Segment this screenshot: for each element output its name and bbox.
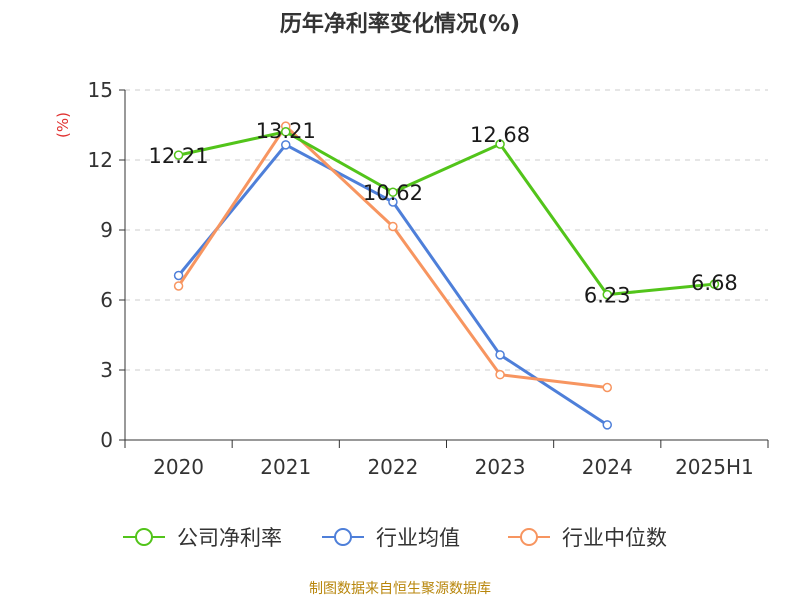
source-note: 制图数据来自恒生聚源数据库	[309, 581, 491, 597]
legend-label: 行业中位数	[562, 526, 667, 550]
legend-marker	[520, 528, 538, 546]
series-layer	[173, 121, 720, 430]
data-label: 6.23	[584, 284, 631, 308]
data-point	[602, 420, 612, 430]
y-tick-label: 0	[100, 428, 113, 452]
data-point	[602, 289, 612, 300]
data-labels: 12.21 13.21 10.62 12.68 6.23 6.68	[149, 119, 738, 308]
y-axis-label: (%)	[54, 112, 72, 138]
data-point	[709, 279, 720, 289]
legend-label: 公司净利率	[177, 526, 282, 550]
data-point	[173, 150, 184, 160]
x-tick-label: 2025H1	[675, 455, 754, 479]
axes: 0 3 6 9 12 15 (%) 2020 2021 2022 2023 2024 2025H1	[54, 78, 769, 479]
legend-item: 行业均值	[322, 526, 460, 550]
legend-marker	[135, 528, 153, 546]
x-tick-label: 2023	[475, 455, 526, 479]
data-label: 10.62	[363, 181, 423, 205]
y-tick-label: 15	[88, 78, 113, 102]
legend-item: 行业中位数	[508, 526, 667, 550]
y-tick-label: 6	[100, 288, 113, 312]
data-point	[495, 350, 505, 360]
data-point	[602, 382, 612, 393]
chart-title: 历年净利率变化情况(%)	[279, 12, 521, 37]
y-tick-label: 12	[88, 148, 113, 172]
x-tick-label: 2021	[260, 455, 311, 479]
data-point	[388, 221, 398, 232]
legend-item: 公司净利率	[123, 526, 282, 550]
series-line	[178, 130, 715, 297]
data-point	[173, 270, 184, 281]
x-tick-label: 2020	[153, 455, 204, 479]
data-point	[173, 281, 184, 291]
legend-marker	[334, 528, 352, 546]
data-label: 12.68	[470, 123, 530, 147]
data-point	[388, 197, 398, 207]
data-point	[495, 139, 505, 149]
data-label: 12.21	[149, 144, 209, 168]
legend-label: 行业均值	[376, 526, 460, 550]
legend: 公司净利率 行业均值 行业中位数	[123, 526, 667, 550]
data-point	[495, 369, 505, 380]
x-tick-label: 2024	[582, 455, 633, 479]
data-point	[281, 127, 291, 137]
data-label: 6.68	[691, 271, 738, 295]
y-tick-label: 3	[100, 358, 113, 382]
data-point	[388, 187, 398, 197]
data-point	[281, 140, 291, 150]
x-tick-label: 2022	[367, 455, 418, 479]
data-label: 13.21	[256, 119, 316, 143]
y-tick-label: 9	[100, 218, 113, 242]
grid-lines	[125, 89, 768, 371]
series-line	[177, 124, 608, 389]
